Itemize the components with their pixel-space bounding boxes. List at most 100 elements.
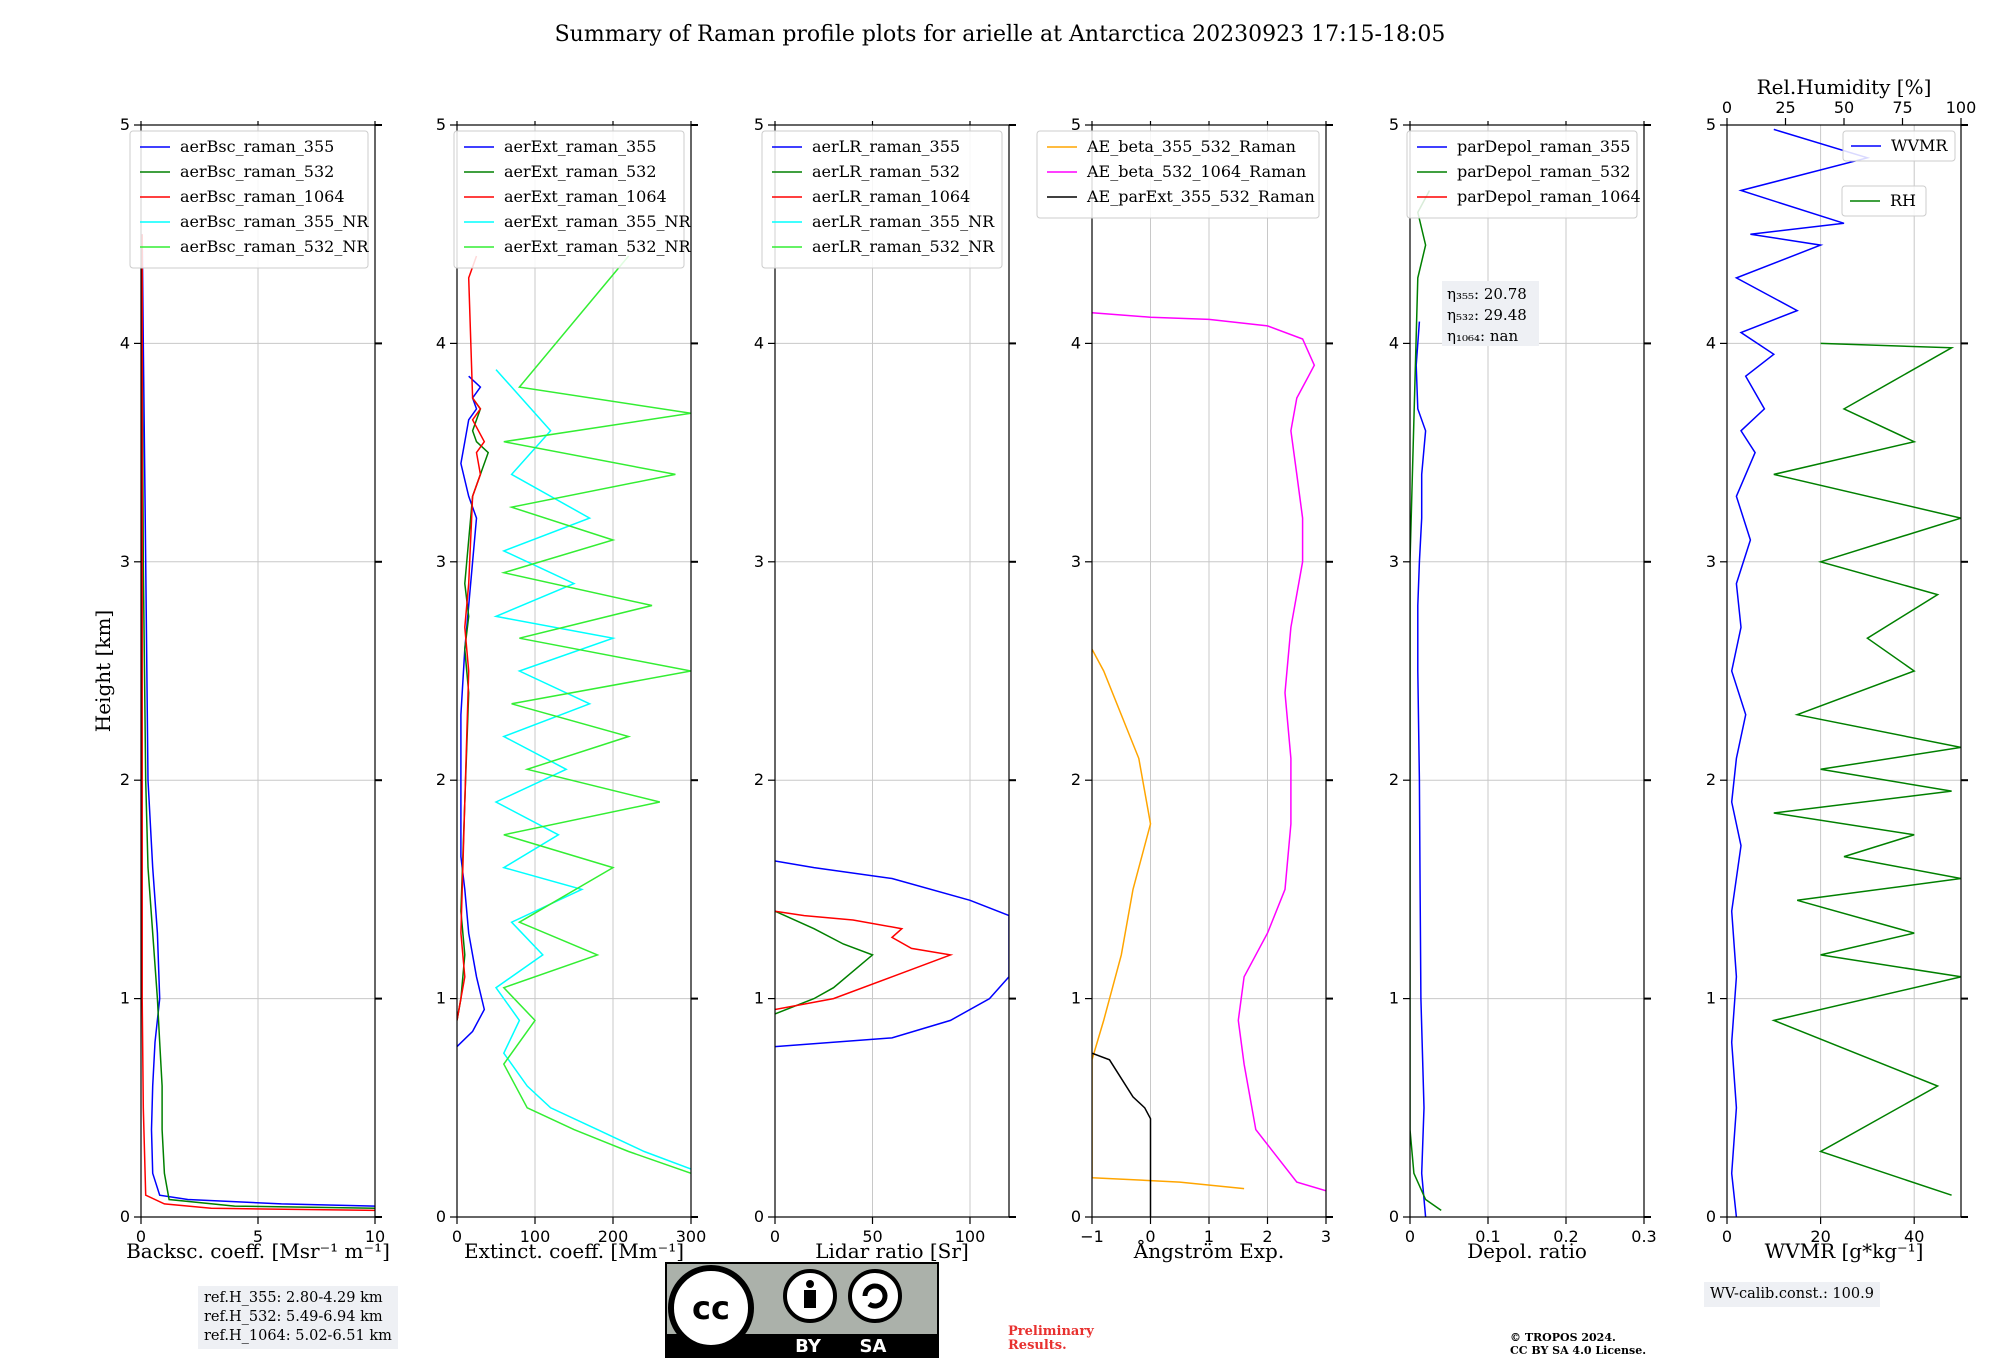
series-group — [1410, 190, 1442, 1217]
copyright-line1: © TROPOS 2024. — [1510, 1331, 1616, 1344]
y-tick-label: 5 — [1389, 115, 1399, 134]
reference-height-box: ref.H_355: 2.80-4.29 km ref.H_532: 5.49-… — [198, 1286, 398, 1349]
legend-entry: parDepol_raman_355 — [1457, 137, 1630, 156]
x2-tick-label: 100 — [1946, 98, 1977, 117]
y-tick-label: 5 — [1706, 115, 1716, 134]
legend-entry: aerExt_raman_532_NR — [504, 237, 692, 256]
x-tick-label: 0 — [1405, 1227, 1415, 1246]
x-tick-label: 50 — [862, 1227, 882, 1246]
legend-RH: RH — [1841, 185, 1927, 217]
legend: aerLR_raman_355 aerLR_raman_532 aerLR_rama… — [761, 130, 1003, 269]
legend-box — [1841, 185, 1927, 217]
y-tick-label: 3 — [754, 552, 764, 571]
x-tick-label: 10 — [365, 1227, 385, 1246]
series-line-aerLR_raman_1064 — [775, 910, 954, 1011]
y-tick-label: 3 — [1389, 552, 1399, 571]
y-tick-label: 1 — [1389, 989, 1399, 1008]
copyright-note: © TROPOS 2024. CC BY SA 4.0 License. — [1510, 1331, 1646, 1357]
series-line-aerLR_raman_355 — [775, 860, 1009, 1048]
preliminary-line2: Results. — [1008, 1338, 1067, 1353]
x-tick-label: 0.2 — [1553, 1227, 1578, 1246]
y-tick-label: 5 — [120, 115, 130, 134]
y-tick-label: 1 — [436, 989, 446, 1008]
y-tick-label: 1 — [754, 989, 764, 1008]
cc-logo-text: cc — [692, 1289, 730, 1327]
x-tick-label: 300 — [676, 1227, 707, 1246]
series-line-RH — [1771, 342, 1961, 1196]
y-tick-label: 1 — [120, 989, 130, 1008]
x-axis-label: WVMR [g*kg⁻¹] — [1765, 1239, 1924, 1263]
legend-entry: WVMR — [1891, 136, 1948, 155]
y-tick-label: 4 — [1389, 333, 1399, 352]
legend-entry: aerExt_raman_355 — [504, 137, 657, 156]
y-axis-label: Height [km] — [91, 610, 115, 732]
series-line-aerExt_raman_355 — [457, 375, 486, 1048]
series-line-AE_beta_532_1064_Raman — [1092, 312, 1326, 1192]
legend-box — [453, 130, 685, 269]
cc-sa-text: SA — [860, 1336, 887, 1357]
y-tick-label: 0 — [436, 1207, 446, 1226]
copyright-line2: CC BY SA 4.0 License. — [1510, 1344, 1647, 1357]
y-tick-label: 4 — [754, 333, 764, 352]
annotation-bg — [1442, 281, 1539, 346]
x2-axis-label: Rel.Humidity [%] — [1757, 75, 1932, 99]
panel-3: 0 50 100 0 1 2 3 4 5 Lidar ratio [Sr] aerLR_raman_… — [754, 115, 1016, 1263]
series-line-AE_beta_355_532_Raman — [1092, 648, 1245, 1190]
x2-tick-label: 50 — [1834, 98, 1854, 117]
legend-box — [761, 130, 1003, 269]
legend-WVMR: WVMR — [1842, 130, 1956, 162]
y-tick-label: 0 — [120, 1207, 130, 1226]
y-tick-label: 0 — [1706, 1207, 1716, 1226]
y-tick-label: 5 — [436, 115, 446, 134]
ref-height-355: ref.H_355: 2.80-4.29 km — [204, 1290, 383, 1306]
x-axis-label: Ångström Exp. — [1133, 1238, 1284, 1263]
series-group — [775, 860, 1009, 1048]
legend-entry: aerBsc_raman_532_NR — [180, 237, 369, 256]
legend-entry: aerLR_raman_355_NR — [812, 212, 995, 231]
y-tick-label: 2 — [1706, 770, 1716, 789]
series-line-aerExt_raman_355_NR — [493, 369, 691, 1170]
legend-entry: aerLR_raman_532 — [812, 162, 960, 181]
legend-entry: aerExt_raman_1064 — [504, 187, 667, 206]
axes-frame — [456, 124, 692, 1218]
x-tick-label: 0 — [770, 1227, 780, 1246]
series-line-parDepol_raman_355 — [1415, 321, 1427, 1217]
share-alike-icon — [848, 1269, 902, 1323]
axes-frame — [1409, 124, 1645, 1218]
y-tick-label: 4 — [1071, 333, 1081, 352]
y-tick-label: 1 — [1706, 989, 1716, 1008]
figure-title: Summary of Raman profile plots for ariel… — [554, 22, 1446, 47]
series-group — [1092, 312, 1326, 1217]
legend: aerExt_raman_355 aerExt_raman_532 aerExt_r… — [453, 130, 692, 269]
legend-entry: aerBsc_raman_1064 — [180, 187, 345, 206]
x-axis-label: Lidar ratio [Sr] — [815, 1239, 969, 1263]
x-axis-label: Backsc. coeff. [Msr⁻¹ m⁻¹] — [126, 1239, 390, 1263]
y-tick-label: 2 — [1071, 770, 1081, 789]
legend-entry: AE_parExt_355_532_Raman — [1086, 187, 1315, 206]
panel-5: 0 0.1 0.2 0.3 0 1 2 3 4 5 Depol. ratio parDepol_ram… — [1389, 115, 1657, 1263]
axes-frame — [774, 124, 1010, 1218]
series-line-aerBsc_raman_1064 — [141, 234, 375, 1212]
legend-box — [129, 130, 369, 269]
x-tick-label: 0 — [136, 1227, 146, 1246]
x2-tick-label: 75 — [1892, 98, 1912, 117]
y-tick-label: 0 — [754, 1207, 764, 1226]
wv-calibration-box: WV-calib.const.: 100.9 — [1704, 1282, 1880, 1307]
x-tick-label: 0 — [452, 1227, 462, 1246]
series-line-aerBsc_raman_532 — [141, 343, 375, 1210]
y-tick-label: 3 — [436, 552, 446, 571]
legend-box — [1842, 130, 1956, 162]
preliminary-note: Preliminary Results. — [1008, 1325, 1094, 1353]
series-line-parDepol_raman_532 — [1410, 190, 1442, 1212]
x2-tick-label: 25 — [1775, 98, 1795, 117]
legend-entry: AE_beta_532_1064_Raman — [1086, 162, 1306, 181]
y-tick-label: 4 — [1706, 333, 1716, 352]
x-tick-label: 2 — [1262, 1227, 1272, 1246]
legend-entry: parDepol_raman_1064 — [1457, 187, 1641, 206]
legend-entry: aerLR_raman_532_NR — [812, 237, 995, 256]
x-tick-label: 3 — [1321, 1227, 1331, 1246]
y-tick-label: 2 — [120, 770, 130, 789]
y-tick-label: 5 — [1071, 115, 1081, 134]
